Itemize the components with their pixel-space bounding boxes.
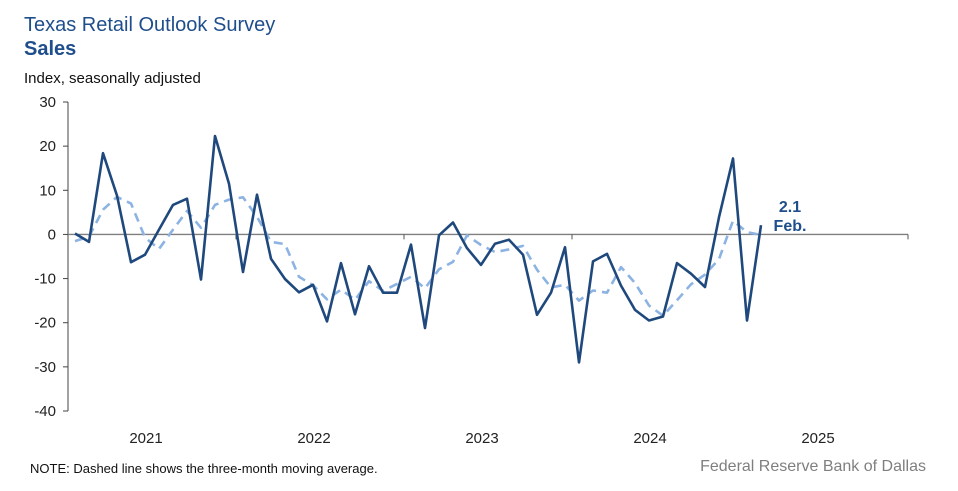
- annotation-label: Feb.: [774, 218, 807, 235]
- x-tick-label: 2025: [801, 430, 834, 447]
- chart-subtitle: Sales: [24, 38, 77, 60]
- annotation-value: 2.1: [779, 199, 801, 216]
- x-tick-label: 2023: [465, 430, 498, 447]
- footnote: NOTE: Dashed line shows the three-month …: [30, 461, 378, 476]
- x-tick-label: 2022: [297, 430, 330, 447]
- moving-average-line: [74, 195, 762, 318]
- chart-title: Texas Retail Outlook Survey: [24, 14, 276, 36]
- y-tick-label: 20: [39, 138, 56, 155]
- y-tick-label: -30: [34, 359, 56, 376]
- sales-index-line: [74, 134, 763, 364]
- y-tick-label: -20: [34, 315, 56, 332]
- y-tick-label: 30: [39, 94, 56, 111]
- source-credit: Federal Reserve Bank of Dallas: [700, 458, 926, 475]
- x-tick-label: 2024: [633, 430, 666, 447]
- x-tick-label: 2021: [129, 430, 162, 447]
- y-tick-label: 0: [48, 226, 56, 243]
- y-axis-label: Index, seasonally adjusted: [24, 70, 201, 87]
- y-tick-label: 10: [39, 182, 56, 199]
- y-tick-label: -40: [34, 403, 56, 420]
- y-tick-label: -10: [34, 271, 56, 288]
